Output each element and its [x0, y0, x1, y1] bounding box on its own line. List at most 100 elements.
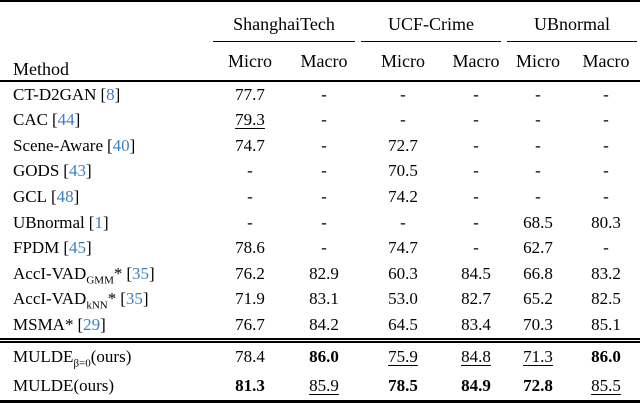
table-header: Method ShanghaiTech UCF-Crime UBnormal M…	[0, 1, 640, 81]
citation-link[interactable]: [8]	[100, 85, 120, 104]
method-label: MULDE	[13, 346, 74, 366]
bracket: [	[51, 186, 57, 206]
citation-number: 35	[132, 263, 150, 283]
citation-link[interactable]: [35]	[120, 289, 148, 308]
score-cell: -	[473, 238, 479, 258]
method-subscript: β=0	[73, 357, 91, 370]
method-cell: CAC [44]	[0, 108, 210, 134]
subcol-header-macro: Macro	[452, 50, 500, 71]
subcol-header-macro: Macro	[300, 50, 348, 71]
score-cell: -	[535, 110, 541, 130]
score-cell: 84.2	[309, 314, 339, 334]
method-suffix: *	[107, 289, 117, 309]
score-cell: 62.7	[523, 238, 553, 258]
method-label: Scene-Aware	[13, 135, 103, 155]
group-label: UBnormal	[507, 14, 638, 42]
citation-number: 48	[56, 186, 74, 206]
citation-number: 40	[112, 135, 130, 155]
score-cell: 65.2	[523, 289, 553, 309]
subcol-header-micro: Micro	[381, 50, 425, 71]
citation-link[interactable]: [1]	[89, 213, 109, 232]
score-cell: -	[400, 212, 406, 232]
score-cell: 70.5	[388, 161, 418, 181]
score-cell: 85.1	[591, 314, 621, 334]
method-label: AccI-VAD	[13, 289, 87, 309]
bracket: ]	[73, 186, 80, 206]
method-column-header: Method	[13, 59, 69, 79]
bracket: [	[51, 110, 58, 130]
citation-number: 1	[94, 212, 103, 232]
score-cell: 81.3	[235, 375, 265, 395]
score-cell: -	[473, 110, 479, 130]
subcol-header-micro: Micro	[516, 50, 561, 71]
score-cell: 71.9	[235, 289, 265, 309]
score-cell: -	[473, 212, 479, 232]
score-cell: 86.0	[290, 337, 358, 372]
score-cell: -	[321, 238, 327, 258]
citation-link[interactable]: [44]	[52, 110, 80, 129]
bracket: [	[63, 238, 69, 258]
score-cell: -	[473, 84, 479, 104]
citation-link[interactable]: [43]	[63, 161, 91, 180]
bracket: ]	[142, 289, 149, 309]
score-cell: 74.7	[388, 238, 418, 258]
citation-link[interactable]: [40]	[107, 136, 135, 155]
method-suffix: (ours)	[73, 375, 115, 395]
group-label: UCF-Crime	[361, 14, 502, 42]
citation-link[interactable]: [35]	[126, 264, 154, 283]
table-body: CT-D2GAN [8] 77.7 - - - - - CAC [44] 79.3 …	[0, 81, 640, 402]
score-cell: -	[400, 84, 406, 104]
score-cell: 83.4	[461, 314, 491, 334]
score-cell: -	[247, 186, 253, 206]
method-label: FPDM	[13, 238, 60, 258]
bracket: ]	[149, 263, 155, 283]
method-cell: GCL [48]	[0, 184, 210, 210]
score-cell: 72.7	[388, 135, 418, 155]
score-cell: 70.3	[523, 314, 553, 334]
method-cell: Scene-Aware [40]	[0, 133, 210, 159]
score-cell: -	[603, 161, 609, 181]
method-suffix: *	[64, 314, 74, 334]
score-cell: -	[321, 135, 327, 155]
group-header-ucf-crime: UCF-Crime	[358, 1, 504, 42]
score-cell: -	[603, 238, 609, 258]
citation-link[interactable]: [29]	[77, 315, 105, 334]
score-cell: -	[473, 161, 479, 181]
score-cell: 80.3	[591, 212, 621, 232]
dataset-group-row: Method ShanghaiTech UCF-Crime UBnormal	[0, 1, 640, 79]
score-cell: 68.5	[523, 212, 553, 232]
score-cell: 71.3	[504, 337, 573, 372]
table-row: FPDM [45] 78.6 - 74.7 - 62.7 -	[0, 235, 640, 261]
table-row: AccI-VADGMM* [35] 76.2 82.9 60.3 84.5 66.…	[0, 261, 640, 287]
table-row-mulde-beta0: MULDEβ=0(ours) 78.4 86.0 75.9 84.8 71.3 …	[0, 337, 640, 372]
score-cell: -	[603, 135, 609, 155]
citation-link[interactable]: [45]	[63, 238, 91, 257]
citation-number: 44	[57, 110, 75, 130]
bracket: ]	[129, 135, 136, 155]
score-cell: 83.2	[591, 263, 621, 283]
method-cell: FPDM [45]	[0, 235, 210, 261]
score-cell: -	[321, 186, 327, 206]
method-label: GODS	[13, 161, 60, 181]
bracket: [	[120, 289, 126, 309]
subcol-header-micro: Micro	[228, 50, 272, 71]
score-cell: -	[535, 161, 541, 181]
table-row: MSMA* [29] 76.7 84.2 64.5 83.4 70.3 85.1	[0, 312, 640, 340]
score-cell: 77.7	[235, 84, 265, 104]
table-row: CT-D2GAN [8] 77.7 - - - - -	[0, 81, 640, 108]
score-cell: 72.8	[523, 375, 553, 395]
score-cell: 53.0	[388, 289, 418, 309]
bracket: [	[126, 263, 133, 283]
score-cell: 64.5	[388, 314, 418, 334]
method-label: GCL	[13, 186, 47, 206]
method-label: AccI-VAD	[13, 263, 87, 283]
bracket: ]	[114, 84, 121, 104]
table-row: CAC [44] 79.3 - - - - -	[0, 108, 640, 134]
citation-link[interactable]: [48]	[51, 187, 79, 206]
score-cell: 84.5	[461, 263, 491, 283]
score-cell: -	[473, 135, 479, 155]
method-suffix: *	[113, 263, 123, 283]
bracket: [	[107, 135, 113, 155]
score-cell: -	[535, 84, 541, 104]
